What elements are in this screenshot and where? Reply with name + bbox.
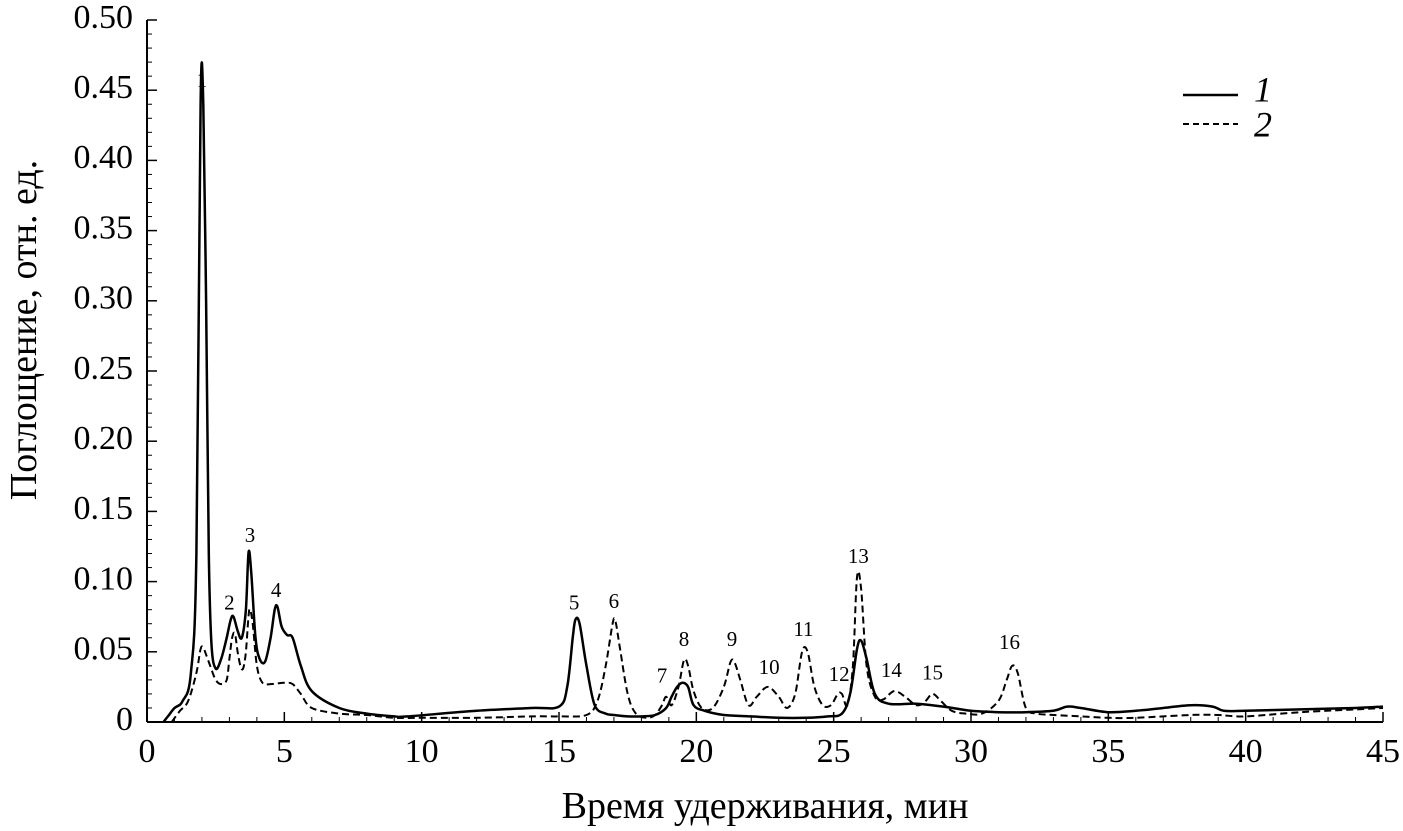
peak-label: 13	[848, 544, 869, 568]
minor-ticks	[147, 33, 1357, 722]
axes: 0 5 10 15 20 25 30 35 40 45 00.050.100.150.200.25…	[74, 0, 1401, 770]
y-axis-title: Поглощение, отн. ед.	[3, 160, 45, 500]
peak-label: 4	[271, 578, 282, 602]
x-tick-label: 15	[542, 733, 576, 770]
y-tick-label: 0.35	[74, 209, 134, 246]
x-tick-label: 5	[276, 733, 293, 770]
y-tick-label: 0.20	[74, 420, 134, 457]
series-2-line	[170, 570, 1384, 723]
peak-label: 2	[224, 591, 235, 615]
y-tick-label: 0.25	[74, 350, 134, 387]
peak-label: 14	[881, 658, 903, 682]
peak-label: 16	[999, 630, 1020, 654]
peak-label: 5	[569, 591, 580, 615]
y-tick-label: 0	[116, 701, 133, 738]
y-tick-label: 0.45	[74, 69, 134, 106]
peak-label: 10	[759, 655, 780, 679]
x-tick-label: 35	[1091, 733, 1125, 770]
peak-label: 6	[609, 589, 620, 613]
x-tick-label: 40	[1229, 733, 1263, 770]
peak-label: 8	[679, 627, 690, 651]
peak-label: 7	[657, 664, 668, 688]
peak-label: 15	[922, 661, 943, 685]
y-tick-label: 0.10	[74, 560, 134, 597]
x-tick-label: 30	[954, 733, 988, 770]
y-tick-label: 0.15	[74, 490, 134, 527]
y-tick-label: 0.05	[74, 631, 134, 668]
peak-label: 9	[727, 627, 738, 651]
legend-label-1: 1	[1254, 69, 1272, 109]
x-tick-label: 45	[1366, 733, 1400, 770]
series-1-line	[162, 61, 1384, 723]
legend: 1 2	[1183, 69, 1272, 144]
y-tick-label: 0.30	[74, 280, 134, 317]
peak-label: 12	[829, 662, 850, 686]
y-ticks: 0 0.05 0.10 0.15 0.20 0.25 0.30 0.35 0.40 0.45 0.5…	[74, 0, 157, 738]
legend-label-2: 2	[1254, 104, 1272, 144]
peak-label: 1	[197, 68, 208, 92]
x-ticks: 0 5 10 15 20 25 30 35 40 45	[139, 712, 1400, 770]
x-tick-label: 10	[405, 733, 439, 770]
peak-label: 3	[245, 523, 256, 547]
peak-label: 11	[793, 617, 813, 641]
y-tick-label: 0.40	[74, 139, 134, 176]
x-tick-label: 25	[817, 733, 851, 770]
series-layer	[162, 61, 1384, 723]
x-axis-title: Время удерживания, мин	[562, 785, 969, 827]
y-tick-label: 0.50	[74, 0, 134, 36]
x-tick-label: 20	[679, 733, 713, 770]
x-tick-label: 0	[139, 733, 156, 770]
